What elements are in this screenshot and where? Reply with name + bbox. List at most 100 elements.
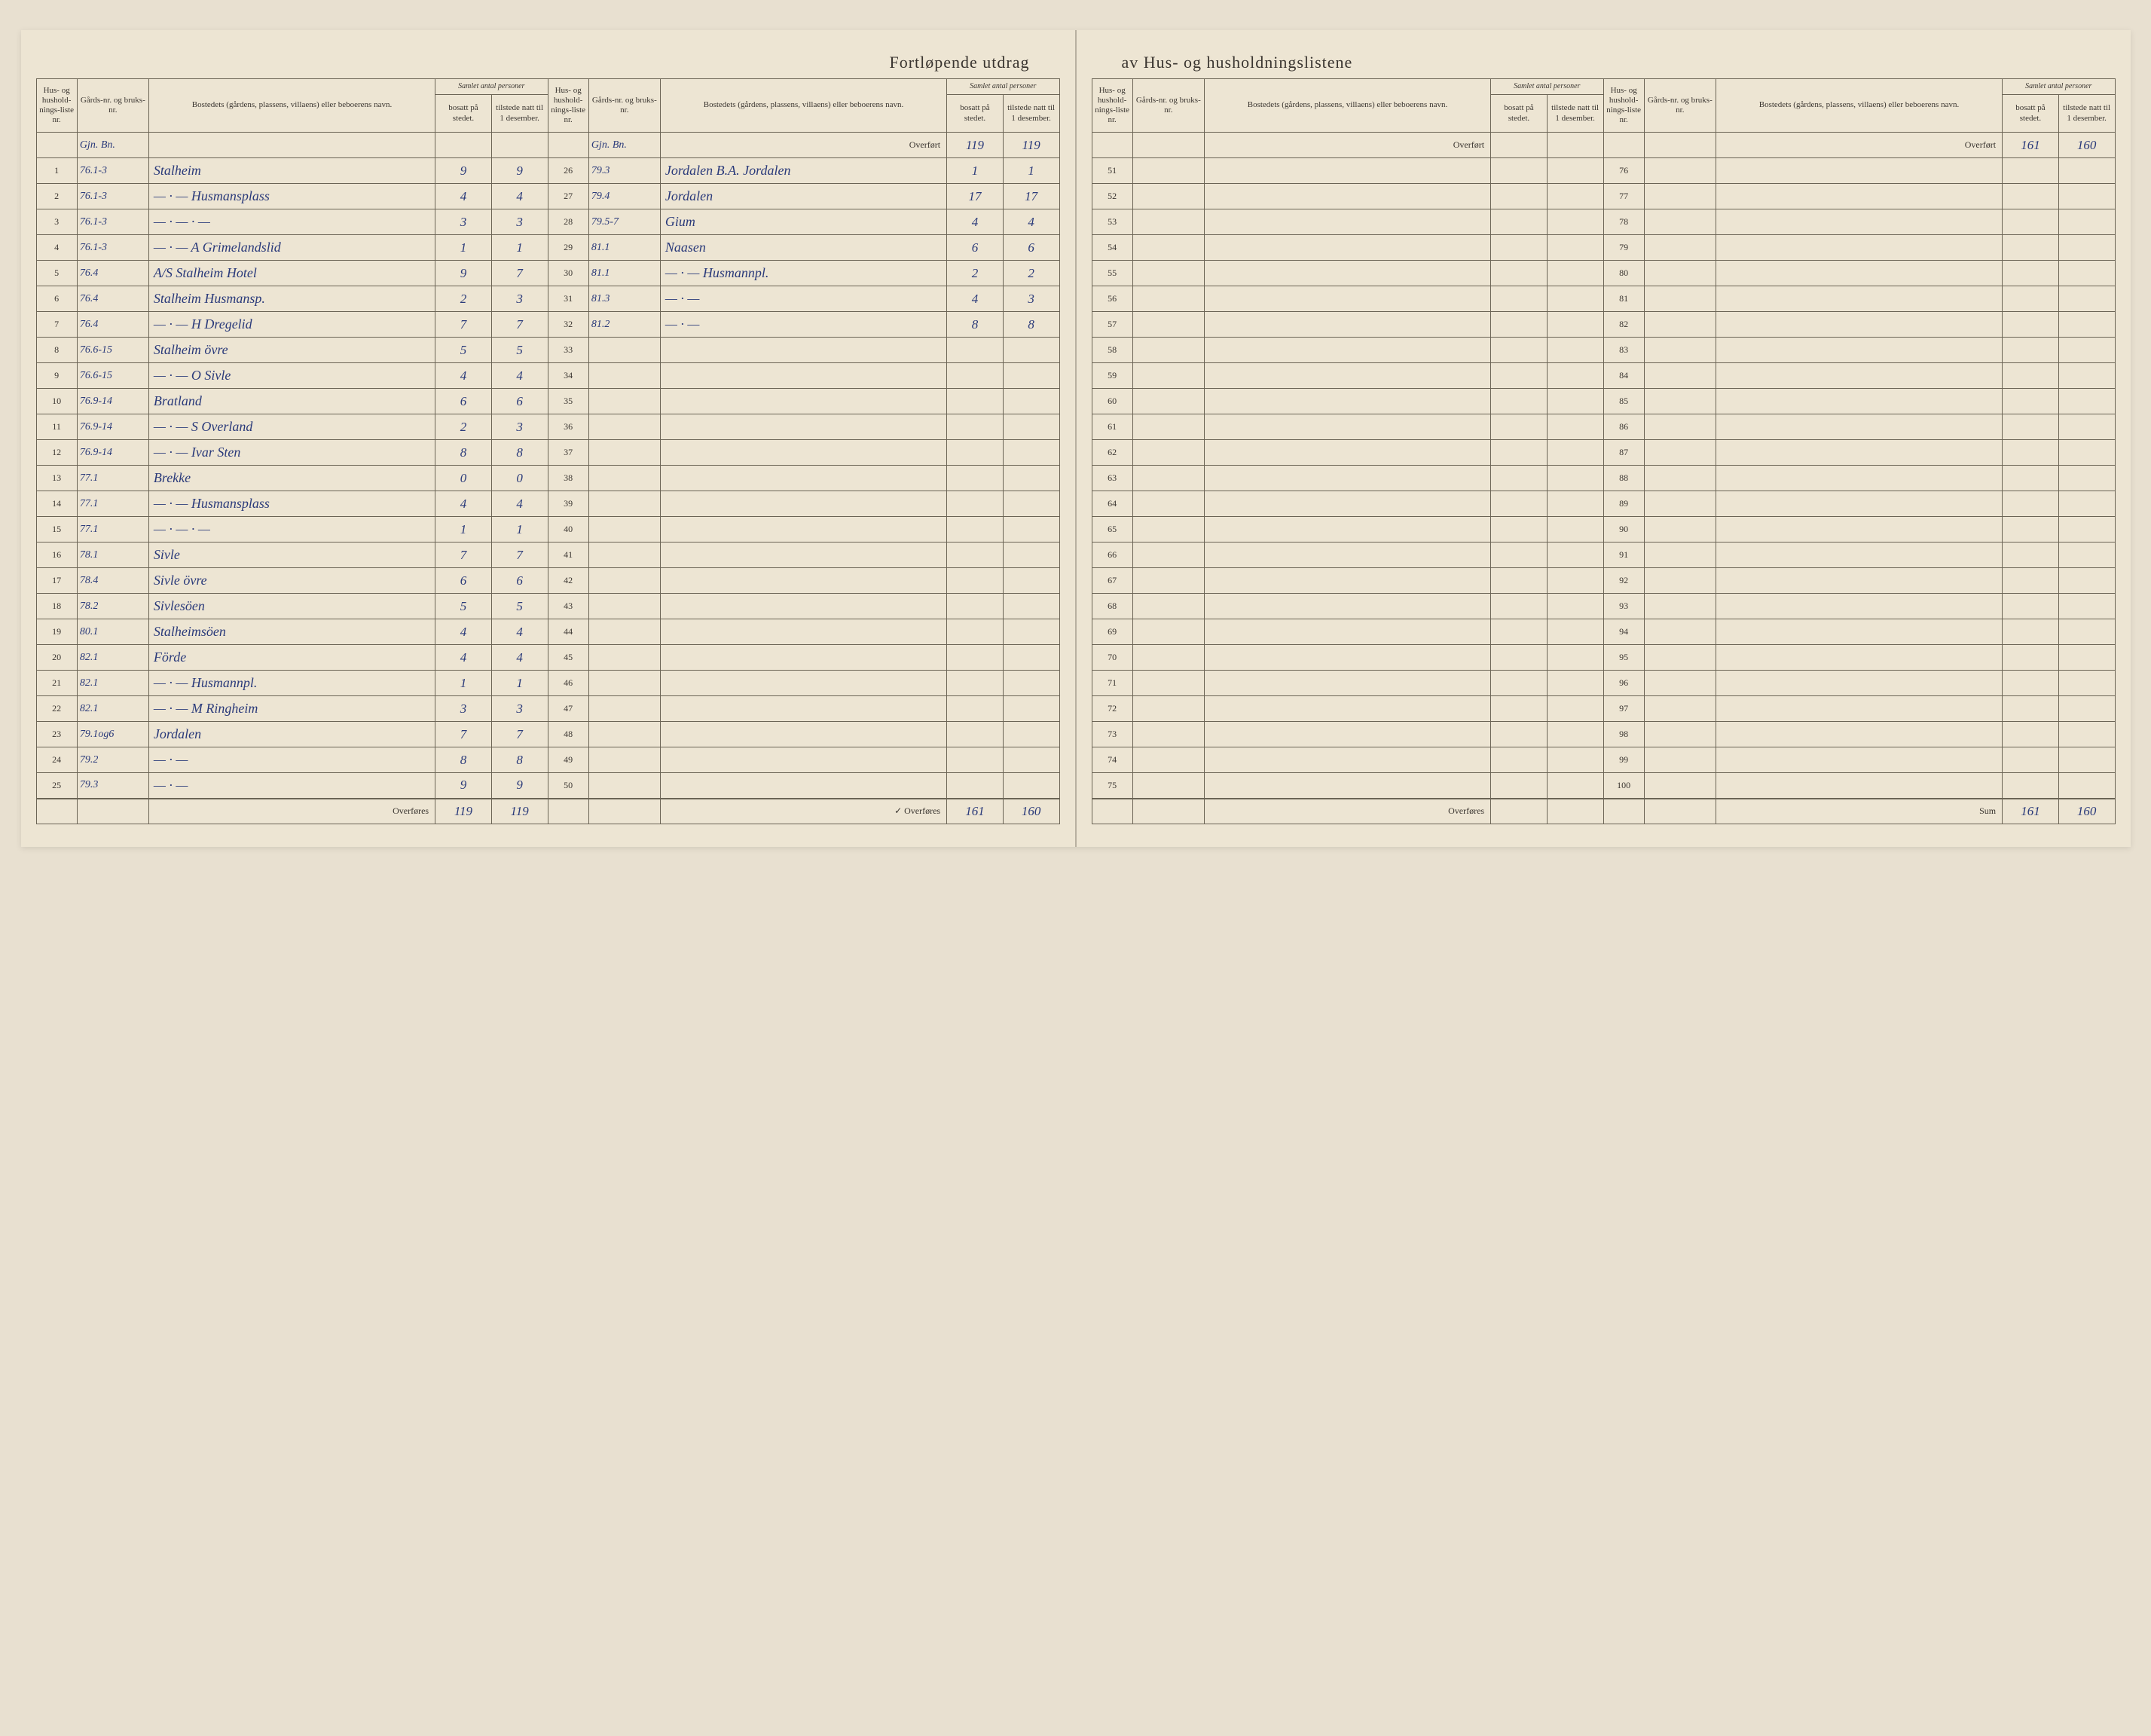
bruks — [1644, 517, 1716, 542]
bosted: Brekke — [148, 466, 435, 491]
bosatt: 8 — [435, 440, 492, 466]
tilstede — [1547, 619, 1603, 645]
tilstede: 6 — [491, 389, 548, 414]
tilstede — [1547, 389, 1603, 414]
col-samlet-4: Samlet antal personer — [2003, 79, 2115, 95]
tilstede — [2058, 696, 2115, 722]
tilstede — [2058, 338, 2115, 363]
bosatt — [2003, 389, 2059, 414]
bosatt: 7 — [435, 542, 492, 568]
table-row: 7398 — [1092, 722, 2115, 747]
tilstede — [1547, 414, 1603, 440]
table-row: 7196 — [1092, 671, 2115, 696]
rownum: 60 — [1092, 389, 1132, 414]
bosted — [1204, 568, 1490, 594]
bruks — [1644, 209, 1716, 235]
bruks — [1132, 517, 1204, 542]
sum-row: OverføresSum161160 — [1092, 799, 2115, 824]
bosted: Stalheim — [148, 158, 435, 184]
bruks — [1132, 414, 1204, 440]
bruks — [1644, 312, 1716, 338]
overfort-b: 161 — [2003, 133, 2059, 158]
bruks: 81.1 — [588, 235, 660, 261]
tilstede: 4 — [491, 491, 548, 517]
rownum: 79 — [1603, 235, 1644, 261]
bosatt — [2003, 286, 2059, 312]
overfort-label: Overført — [1716, 133, 2002, 158]
rownum: 52 — [1092, 184, 1132, 209]
bruks — [1132, 542, 1204, 568]
rownum: 64 — [1092, 491, 1132, 517]
table-row: 2579.3— · —9950 — [36, 773, 1059, 799]
rownum: 48 — [548, 722, 588, 747]
tilstede: 1 — [491, 517, 548, 542]
tilstede: 5 — [491, 338, 548, 363]
tilstede — [1003, 542, 1059, 568]
bosatt — [2003, 542, 2059, 568]
bruks — [588, 619, 660, 645]
bruks — [1132, 696, 1204, 722]
bosted — [1204, 286, 1490, 312]
table-row: 6489 — [1092, 491, 2115, 517]
bruks — [1644, 389, 1716, 414]
bosted: — · — Ivar Sten — [148, 440, 435, 466]
bosted: Stalheim Husmansp. — [148, 286, 435, 312]
bosatt — [1491, 158, 1548, 184]
table-row: 5984 — [1092, 363, 2115, 389]
tilstede — [1547, 466, 1603, 491]
tilstede — [1547, 286, 1603, 312]
rownum: 62 — [1092, 440, 1132, 466]
tilstede — [1547, 491, 1603, 517]
sum-label: Sum — [1716, 799, 2002, 824]
rownum: 11 — [36, 414, 77, 440]
rownum: 21 — [36, 671, 77, 696]
bosted: Sivle — [148, 542, 435, 568]
bruks: 76.4 — [77, 261, 148, 286]
rownum: 10 — [36, 389, 77, 414]
col-bosatt-4: bosatt på stedet. — [2003, 95, 2059, 133]
bosted — [1716, 261, 2002, 286]
tilstede: 6 — [1003, 235, 1059, 261]
tilstede — [2058, 466, 2115, 491]
rownum — [36, 133, 77, 158]
table-row: 2379.1og6Jordalen7748 — [36, 722, 1059, 747]
rownum: 25 — [36, 773, 77, 799]
bruks — [1644, 542, 1716, 568]
tilstede: 17 — [1003, 184, 1059, 209]
bosatt: 5 — [435, 338, 492, 363]
rownum: 97 — [1603, 696, 1644, 722]
tilstede — [2058, 440, 2115, 466]
tilstede: 1 — [491, 671, 548, 696]
table-row: 5580 — [1092, 261, 2115, 286]
bosted: Stalheimsöen — [148, 619, 435, 645]
bruks: 79.1og6 — [77, 722, 148, 747]
bosatt — [2003, 338, 2059, 363]
sum-b: 119 — [435, 799, 492, 824]
table-row: 6388 — [1092, 466, 2115, 491]
col-tilstede-3: tilstede natt til 1 desember. — [1547, 95, 1603, 133]
tilstede: 3 — [491, 414, 548, 440]
sum-t: 160 — [1003, 799, 1059, 824]
rownum: 35 — [548, 389, 588, 414]
bruks — [588, 696, 660, 722]
table-row: 776.4— · — H Dregelid773281.2— · —88 — [36, 312, 1059, 338]
rownum: 85 — [1603, 389, 1644, 414]
bosted — [1716, 773, 2002, 799]
sum-t: 160 — [2058, 799, 2115, 824]
tilstede — [1003, 747, 1059, 773]
bosatt — [2003, 645, 2059, 671]
tilstede — [2058, 184, 2115, 209]
col-samlet-3: Samlet antal personer — [1491, 79, 1603, 95]
note: Gjn. Bn. — [588, 133, 660, 158]
bruks — [1132, 363, 1204, 389]
bruks — [1132, 466, 1204, 491]
bruks: 80.1 — [77, 619, 148, 645]
bosatt — [947, 568, 1004, 594]
rownum: 27 — [548, 184, 588, 209]
bosatt: 17 — [947, 184, 1004, 209]
bruks — [1644, 671, 1716, 696]
bosted — [1204, 542, 1490, 568]
table-row: 1276.9-14— · — Ivar Sten8837 — [36, 440, 1059, 466]
bosted — [660, 671, 946, 696]
bruks: 76.6-15 — [77, 363, 148, 389]
